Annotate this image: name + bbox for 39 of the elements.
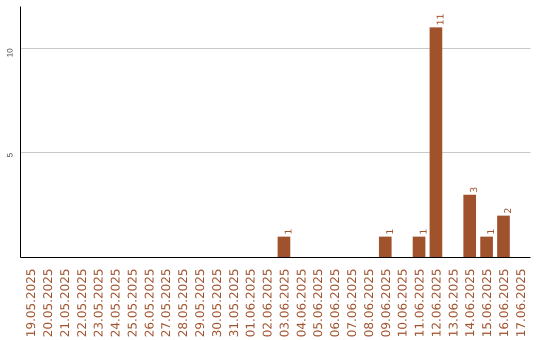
x-tick-label: 28.05.2025: [176, 268, 190, 338]
x-tick-label: 02.06.2025: [260, 268, 275, 338]
data-label: 1: [283, 228, 294, 235]
data-label: 1: [486, 228, 498, 235]
x-tick-label: 19.05.2025: [24, 268, 38, 338]
x-tick-label: 23.05.2025: [92, 268, 106, 338]
x-tick-label: 24.05.2025: [108, 268, 123, 338]
data-label: 1: [384, 228, 396, 235]
x-tick-label: 09.06.2025: [378, 268, 393, 338]
x-tick-label: 14.06.2025: [463, 268, 478, 338]
x-tick-label: 11.06.2025: [412, 268, 427, 338]
x-tick-label: 15.06.2025: [480, 268, 494, 338]
x-tick-label: 22.05.2025: [74, 268, 89, 338]
x-tick-label: 07.06.2025: [344, 268, 359, 338]
data-label: 2: [502, 208, 514, 214]
x-tick-label: 03.06.2025: [277, 268, 292, 338]
x-tick-label: 01.06.2025: [244, 268, 258, 338]
x-tick-label: 21.05.2025: [58, 268, 72, 338]
x-tick-label: 27.05.2025: [159, 268, 174, 338]
y-tick-label: 10: [6, 48, 14, 58]
x-tick-label: 26.05.2025: [142, 268, 156, 338]
x-tick-label: 06.06.2025: [328, 268, 342, 338]
data-label: 11: [435, 13, 446, 26]
x-tick-label: 10.06.2025: [396, 268, 410, 338]
x-tick-label: 05.06.2025: [311, 268, 326, 338]
x-tick-label: 31.05.2025: [226, 268, 241, 338]
x-tick-label: 30.05.2025: [210, 268, 224, 338]
x-tick-label: 20.05.2025: [41, 268, 56, 338]
x-tick-label: 12.06.2025: [429, 268, 444, 338]
x-tick-label: 13.06.2025: [446, 268, 460, 338]
data-label: 3: [469, 186, 480, 193]
y-tick-label: 5: [6, 152, 14, 158]
x-tick-label: 04.06.2025: [294, 268, 308, 338]
x-tick-label: 17.06.2025: [514, 268, 528, 338]
x-tick-label: 16.06.2025: [496, 268, 511, 338]
x-tick-label: 25.05.2025: [125, 268, 140, 338]
x-tick-label: 29.05.2025: [193, 268, 208, 338]
data-label: 1: [418, 228, 430, 235]
x-tick-label: 08.06.2025: [362, 268, 376, 338]
